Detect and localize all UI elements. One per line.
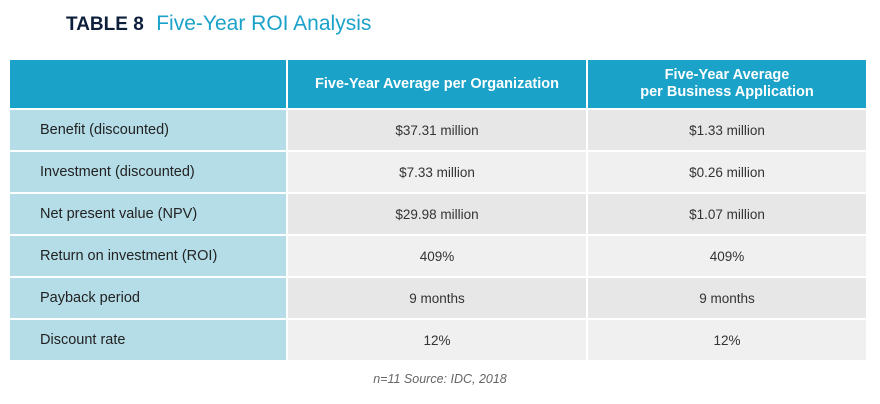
header-cell-per-application-line2: per Business Application: [640, 84, 814, 100]
row-value-application: 9 months: [588, 278, 866, 318]
header-cell-per-organization: Five-Year Average per Organization: [288, 60, 586, 108]
source-note: n=11 Source: IDC, 2018: [373, 372, 507, 386]
row-value-application: 409%: [588, 236, 866, 276]
row-label: Payback period: [10, 278, 286, 318]
table-row: Investment (discounted) $7.33 million $0…: [10, 152, 866, 192]
row-value-organization: $7.33 million: [288, 152, 586, 192]
row-value-application: $1.07 million: [588, 194, 866, 234]
table-number: TABLE 8: [66, 14, 144, 35]
table-row: Payback period 9 months 9 months: [10, 278, 866, 318]
header-cell-empty: [10, 60, 286, 108]
table-title: TABLE 8 Five-Year ROI Analysis: [66, 10, 371, 38]
row-value-organization: $37.31 million: [288, 110, 586, 150]
row-label: Benefit (discounted): [10, 110, 286, 150]
row-value-organization: $29.98 million: [288, 194, 586, 234]
table-row: Return on investment (ROI) 409% 409%: [10, 236, 866, 276]
row-label: Investment (discounted): [10, 152, 286, 192]
row-value-organization: 12%: [288, 320, 586, 360]
header-cell-per-application: Five-Year Average per Business Applicati…: [588, 60, 866, 108]
row-label: Discount rate: [10, 320, 286, 360]
row-value-application: $1.33 million: [588, 110, 866, 150]
table-row: Discount rate 12% 12%: [10, 320, 866, 360]
header-cell-per-application-line1: Five-Year Average: [664, 67, 790, 83]
row-label: Return on investment (ROI): [10, 236, 286, 276]
row-label: Net present value (NPV): [10, 194, 286, 234]
table-row: Benefit (discounted) $37.31 million $1.3…: [10, 110, 866, 150]
roi-table: Five-Year Average per Organization Five-…: [10, 60, 866, 362]
row-value-application: 12%: [588, 320, 866, 360]
row-value-organization: 409%: [288, 236, 586, 276]
table-title-text: Five-Year ROI Analysis: [156, 12, 372, 35]
table-header-row: Five-Year Average per Organization Five-…: [10, 60, 866, 108]
row-value-application: $0.26 million: [588, 152, 866, 192]
row-value-organization: 9 months: [288, 278, 586, 318]
table-row: Net present value (NPV) $29.98 million $…: [10, 194, 866, 234]
